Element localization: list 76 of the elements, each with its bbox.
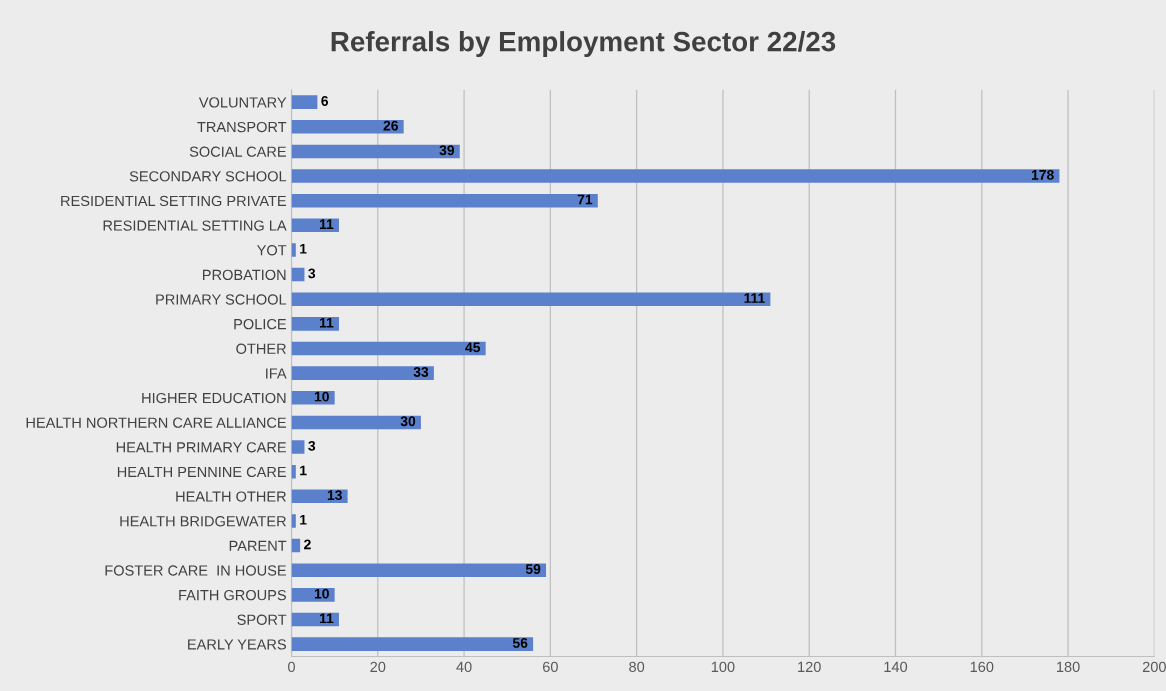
- data-label: 45: [465, 342, 481, 353]
- bar: [291, 563, 547, 577]
- data-label: 1: [300, 244, 307, 254]
- data-label: 11: [319, 613, 334, 624]
- y-tick-label: FOSTER CARE IN HOUSE: [105, 565, 287, 576]
- data-label: 111: [744, 293, 765, 303]
- bar: [291, 391, 335, 405]
- y-tick-label: HIGHER EDUCATION: [142, 392, 286, 404]
- x-tick-label: 180: [1057, 661, 1080, 673]
- data-label: 11: [319, 317, 334, 328]
- y-tick-label: IFA: [266, 368, 287, 379]
- y-tick-label: SOCIAL CARE: [189, 146, 287, 157]
- x-tick-label: 20: [370, 661, 386, 673]
- bar: [291, 193, 598, 208]
- bar: [291, 243, 296, 257]
- bar: [291, 292, 771, 307]
- y-tick-label: HEALTH OTHER: [176, 491, 286, 502]
- y-tick-label: HEALTH PENNINE CARE: [117, 466, 287, 478]
- y-tick-label: OTHER: [236, 343, 286, 354]
- y-tick-label: PARENT: [229, 540, 287, 551]
- data-label: 3: [308, 268, 316, 279]
- bar: [291, 341, 486, 356]
- data-label: 13: [327, 490, 342, 501]
- data-label: 3: [308, 440, 316, 451]
- y-tick-label: FAITH GROUPS: [179, 589, 286, 601]
- bar: [291, 317, 339, 331]
- x-tick-label: 200: [1142, 661, 1166, 673]
- data-label: 6: [321, 96, 329, 106]
- x-tick-label: 160: [970, 661, 994, 673]
- y-tick-label: PROBATION: [203, 269, 286, 281]
- data-label: 1: [300, 465, 307, 476]
- x-tick-label: 40: [456, 661, 472, 673]
- data-label: 33: [413, 367, 429, 377]
- y-tick-label: HEALTH BRIDGEWATER: [120, 516, 286, 527]
- x-tick-label: 100: [711, 661, 735, 673]
- bar: [291, 169, 1060, 183]
- bar: [291, 588, 335, 602]
- data-label: 178: [1031, 169, 1054, 180]
- data-label: 1: [300, 514, 307, 525]
- bar: [291, 440, 305, 454]
- x-tick-label: 140: [884, 661, 908, 673]
- data-label: 11: [319, 219, 334, 229]
- y-tick-label: VOLUNTARY: [198, 97, 287, 108]
- y-tick-label: SPORT: [237, 614, 287, 625]
- x-tick-label: 60: [542, 661, 558, 673]
- y-tick-label: HEALTH PRIMARY CARE: [116, 442, 287, 453]
- y-tick-label: SECONDARY SCHOOL: [129, 171, 287, 182]
- data-label: 10: [314, 391, 329, 402]
- bar: [291, 95, 318, 109]
- bar: [291, 464, 296, 479]
- bar: [291, 144, 460, 159]
- data-label: 2: [304, 539, 311, 550]
- y-tick-label: HEALTH NORTHERN CARE ALLIANCE: [26, 417, 287, 428]
- data-label: 39: [439, 145, 455, 156]
- bar: [291, 514, 296, 528]
- y-tick-label: PRIMARY SCHOOL: [156, 294, 287, 305]
- chart-title: Referrals by Employment Sector 22/23: [331, 31, 836, 57]
- y-tick-label: TRANSPORT: [197, 121, 287, 133]
- data-label: 56: [512, 638, 528, 648]
- y-tick-label: EARLY YEARS: [188, 639, 286, 650]
- data-label: 30: [400, 416, 416, 427]
- data-label: 71: [577, 194, 593, 205]
- bar: [291, 120, 404, 134]
- y-tick-label: RESIDENTIAL SETTING PRIVATE: [61, 195, 287, 207]
- x-tick-label: 80: [629, 661, 645, 673]
- y-tick-label: POLICE: [234, 318, 287, 330]
- x-tick-label: 0: [288, 661, 295, 673]
- bar: [291, 415, 421, 430]
- data-label: 26: [383, 120, 398, 131]
- y-tick-label: RESIDENTIAL SETTING LA: [103, 220, 287, 231]
- x-tick-label: 120: [798, 661, 821, 673]
- bar: [291, 637, 534, 651]
- y-tick-label: YOT: [256, 245, 287, 256]
- data-label: 59: [525, 564, 541, 574]
- bar: [291, 366, 434, 380]
- data-label: 10: [314, 588, 329, 599]
